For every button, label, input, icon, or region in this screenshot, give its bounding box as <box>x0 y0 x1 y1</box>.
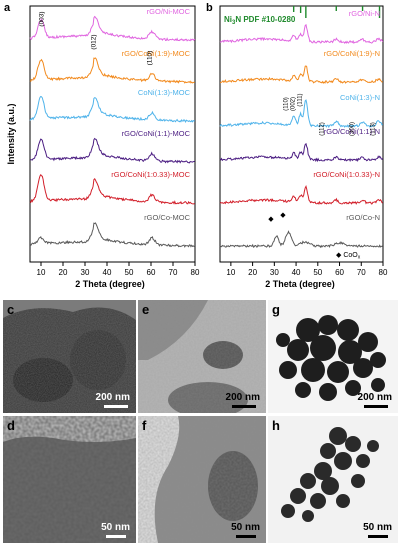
pattern-3 <box>219 99 383 129</box>
x-tick-label: 10 <box>37 268 46 277</box>
x-tick-label: 50 <box>125 268 134 277</box>
tem-f-scale-bar <box>236 535 256 538</box>
peak-label-110: (110) <box>147 51 154 66</box>
tem-panel-g: g 200 nm <box>268 300 398 413</box>
panel-a: a rGO/Ni-MOC rGO/CoNi(1:9)-MOC CoNi(1:3)-M… <box>4 2 200 289</box>
panel-b-letter: b <box>206 2 213 14</box>
peak-label-300: (300) <box>350 122 356 136</box>
tem-f-letter: f <box>142 418 147 433</box>
tem-h-scale-bar <box>368 535 388 538</box>
pattern-6 <box>30 222 195 248</box>
pattern-5 <box>219 185 384 205</box>
tem-e-scale-bar <box>232 405 256 408</box>
peak-label-110-b: (110) <box>284 97 290 111</box>
pattern-1 <box>219 23 384 45</box>
panel-a-x-ticks: 10 20 30 40 50 60 70 80 <box>37 262 200 277</box>
series-label-3: CoNi(1:3)-MOC <box>138 88 191 97</box>
panel-a-xlabel: 2 Theta (degree) <box>75 279 145 289</box>
x-tick-label: 40 <box>103 268 112 277</box>
tem-g-scale-bar <box>364 405 388 408</box>
tem-panel-d: d 50 nm <box>3 416 136 543</box>
cooox-marker-2: ◆ <box>280 212 286 219</box>
cooox-legend: ◆ CoOx <box>336 252 361 261</box>
panel-b-x-ticks: 10 20 30 40 50 60 70 80 <box>226 262 388 277</box>
tem-c-scale-bar <box>104 405 128 408</box>
x-tick-label: 70 <box>169 268 178 277</box>
peak-label-111: (111) <box>298 93 304 106</box>
x-tick-label: 70 <box>357 268 366 277</box>
pattern-2 <box>219 65 383 84</box>
xrd-figure: a rGO/Ni-MOC rGO/CoNi(1:9)-MOC CoNi(1:3)-M… <box>4 2 388 289</box>
tem-h-letter: h <box>272 418 280 433</box>
panel-b-frame <box>219 5 384 263</box>
x-tick-label: 80 <box>191 268 200 277</box>
panel-a-series-labels: rGO/Ni-MOC rGO/CoNi(1:9)-MOC CoNi(1:3)-MOC… <box>111 7 190 222</box>
panel-b-peak-labels: (110) (002) (111) (112) (300) (113) <box>284 93 377 136</box>
pattern-4 <box>30 137 195 164</box>
tem-panel-c: c 200 nm <box>3 300 136 413</box>
ni3n-reference-label: Ni3N PDF #10-0280 <box>224 15 296 26</box>
pattern-2 <box>29 57 195 84</box>
tem-f-scale-label: 50 nm <box>231 522 260 533</box>
panel-a-peak-labels: (003) (012) (110) <box>39 11 154 65</box>
series-label-2: rGO/CoNi(1:9)-MOC <box>122 49 191 58</box>
pattern-3 <box>29 95 195 123</box>
pattern-5 <box>29 173 195 205</box>
series-label-4: rGO/CoNi(1:1)-MOC <box>122 129 191 138</box>
series-label-6: rGO/Co-MOC <box>144 213 190 222</box>
tem-d-scale-label: 50 nm <box>101 522 130 533</box>
x-tick-label: 60 <box>335 268 344 277</box>
x-tick-label: 60 <box>147 268 156 277</box>
x-tick-label: 10 <box>226 268 235 277</box>
series-label-4: rGO/CoNi(1:1)-N <box>324 127 380 136</box>
tem-g-scale-label: 200 nm <box>357 392 392 403</box>
peak-label-003: (003) <box>39 11 46 26</box>
pattern-4 <box>219 142 384 163</box>
peak-label-113: (113) <box>371 122 377 136</box>
tem-e-letter: e <box>142 302 150 317</box>
peak-label-112: (112) <box>320 122 326 136</box>
panel-b-xlabel: 2 Theta (degree) <box>265 279 335 289</box>
series-label-5: rGO/CoNi(1:0.33)-N <box>313 170 380 179</box>
x-tick-label: 50 <box>313 268 322 277</box>
x-tick-label: 80 <box>379 268 388 277</box>
tem-panel-e: e 200 nm <box>138 300 266 413</box>
series-label-3: CoNi(1:3)-N <box>340 93 380 102</box>
tem-d-scale-bar <box>106 535 126 538</box>
tem-h-scale-label: 50 nm <box>363 522 392 533</box>
series-label-5: rGO/CoNi(1:0.33)-MOC <box>111 170 190 179</box>
tem-e-scale-label: 200 nm <box>225 392 260 403</box>
panel-b-patterns <box>219 23 384 249</box>
x-tick-label: 20 <box>248 268 257 277</box>
x-tick-label: 30 <box>270 268 279 277</box>
peak-label-012: (012) <box>91 34 98 49</box>
x-tick-label: 30 <box>81 268 90 277</box>
series-label-1: rGO/Ni-N <box>349 9 380 18</box>
tem-panel-h: h 50 nm <box>268 416 398 543</box>
panel-a-frame <box>29 5 196 263</box>
cooox-marker-1: ◆ <box>268 216 274 223</box>
panel-a-patterns <box>29 15 196 248</box>
panel-b: b Ni3N PDF #10-0280 rGO/Ni-N rGO/CoNi(1:9… <box>206 2 388 289</box>
panel-a-ylabel: Intensity (a.u.) <box>6 103 16 164</box>
tem-c-scale-label: 200 nm <box>95 392 130 403</box>
series-label-1: rGO/Ni-MOC <box>147 7 191 16</box>
pattern-1 <box>29 15 196 42</box>
tem-c-letter: c <box>7 302 15 317</box>
tem-g-letter: g <box>272 302 280 317</box>
series-label-6: rGO/Co-N <box>346 213 380 222</box>
tem-panel-f: f 50 nm <box>138 416 266 543</box>
ni3n-reference-lines <box>292 6 381 18</box>
peak-label-002: (002) <box>291 97 297 111</box>
pattern-6 <box>219 230 384 249</box>
panel-a-letter: a <box>4 2 11 14</box>
series-label-2: rGO/CoNi(1:9)-N <box>324 49 380 58</box>
tem-d-letter: d <box>7 418 15 433</box>
panel-b-series-labels: rGO/Ni-N rGO/CoNi(1:9)-N CoNi(1:3)-N rGO/Co… <box>313 9 380 222</box>
x-tick-label: 20 <box>59 268 68 277</box>
x-tick-label: 40 <box>292 268 301 277</box>
